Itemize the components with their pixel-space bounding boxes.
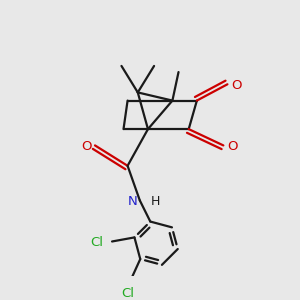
Text: N: N [128,195,138,208]
Text: Cl: Cl [90,236,103,250]
Text: O: O [227,140,238,153]
Text: H: H [151,195,160,208]
Text: O: O [231,79,242,92]
Text: Cl: Cl [122,287,134,300]
Text: O: O [81,140,91,153]
